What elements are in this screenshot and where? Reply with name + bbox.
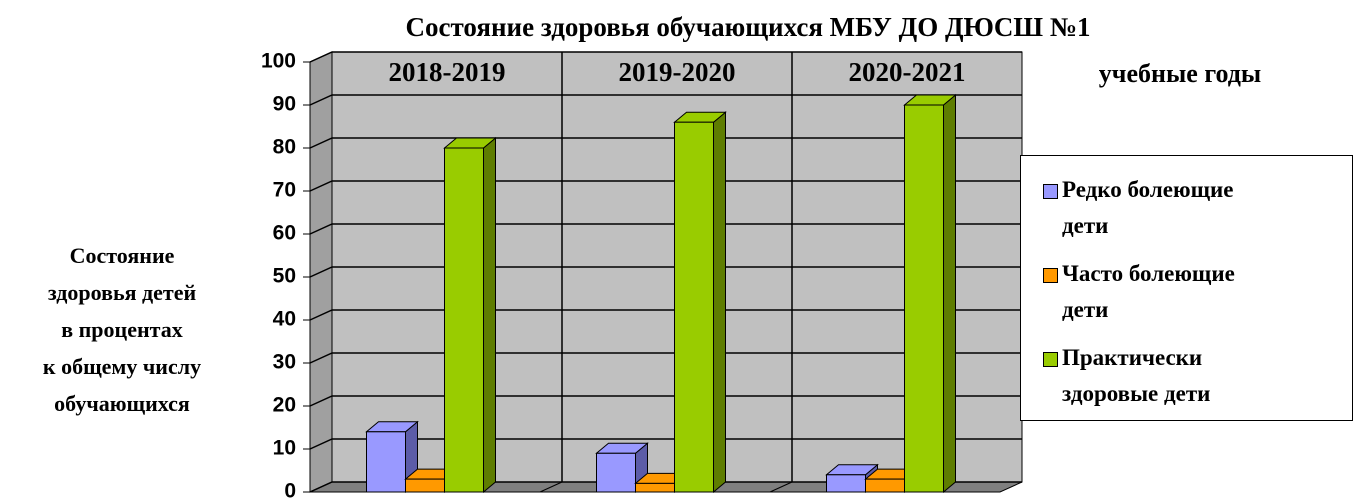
legend-swatch bbox=[1043, 184, 1058, 199]
category-label: 2020-2021 bbox=[849, 57, 966, 87]
bar-side bbox=[713, 111, 726, 494]
y-axis-label: к общему числу bbox=[43, 354, 201, 379]
category-label: 2018-2019 bbox=[389, 57, 506, 87]
bar-front bbox=[596, 452, 636, 493]
bar-front bbox=[635, 482, 675, 493]
legend-swatch bbox=[1043, 352, 1058, 367]
y-tick-label: 70 bbox=[273, 179, 296, 202]
bar-front bbox=[674, 121, 714, 493]
bar-front bbox=[444, 147, 484, 493]
bar bbox=[595, 442, 649, 494]
y-tick-label: 20 bbox=[273, 394, 296, 417]
legend-item: Практически здоровые дети bbox=[1043, 340, 1342, 412]
category-label: 2019-2020 bbox=[619, 57, 736, 87]
y-tick-label: 60 bbox=[273, 222, 296, 245]
bar bbox=[443, 136, 497, 494]
bar-front bbox=[405, 478, 445, 493]
bar bbox=[673, 111, 727, 494]
y-tick-label: 40 bbox=[273, 308, 296, 331]
legend-item: Редко болеющие дети bbox=[1043, 172, 1342, 244]
chart-title: Состояние здоровья обучающихся МБУ ДО ДЮ… bbox=[406, 12, 1091, 42]
legend: Редко болеющие дети Часто болеющие дети Пр… bbox=[1020, 155, 1353, 421]
y-tick-label: 50 bbox=[273, 265, 296, 288]
bar-side bbox=[943, 93, 956, 494]
legend-label: Редко болеющие дети bbox=[1062, 177, 1234, 238]
bar-front bbox=[904, 104, 944, 493]
category-divider bbox=[539, 481, 563, 493]
category-divider bbox=[769, 481, 793, 493]
y-axis-label: Состояние bbox=[70, 243, 175, 268]
y-axis-label: обучающихся bbox=[54, 391, 190, 416]
y-tick-label: 30 bbox=[273, 351, 296, 374]
y-tick-label: 80 bbox=[273, 136, 296, 159]
bar bbox=[903, 93, 957, 494]
y-tick-label: 10 bbox=[273, 437, 296, 460]
y-axis-label: здоровья детей bbox=[48, 280, 197, 305]
x-axis-label: учебные годы bbox=[1099, 59, 1261, 88]
y-tick-label: 90 bbox=[273, 93, 296, 116]
legend-swatch bbox=[1043, 268, 1058, 283]
y-tick-label: 100 bbox=[261, 50, 296, 73]
bar-front bbox=[826, 474, 866, 493]
y-tick-label: 0 bbox=[284, 480, 296, 500]
y-axis-label: в процентах bbox=[61, 317, 182, 342]
bar-front bbox=[865, 478, 905, 493]
bar-front bbox=[366, 431, 406, 493]
bar-side bbox=[483, 136, 496, 494]
legend-label: Часто болеющие дети bbox=[1062, 261, 1235, 322]
legend-item: Часто болеющие дети bbox=[1043, 256, 1342, 328]
legend-label: Практически здоровые дети bbox=[1062, 345, 1211, 406]
